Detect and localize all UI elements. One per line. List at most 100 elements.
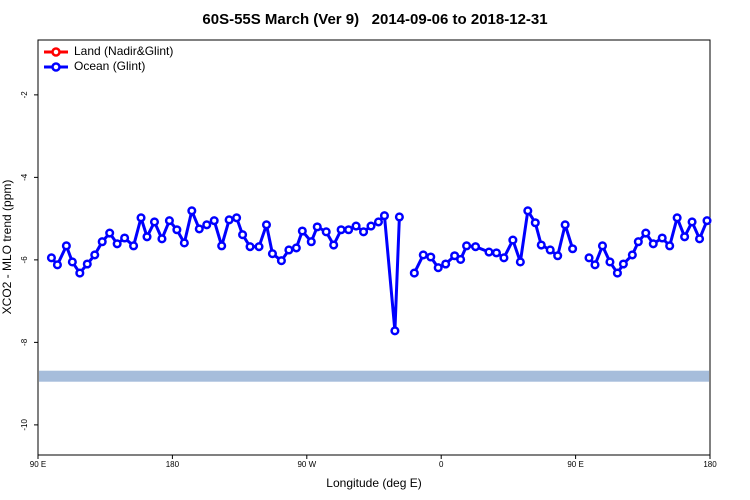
point (536, 240, 546, 250)
point (276, 256, 286, 266)
plot-frame (37, 39, 711, 456)
point (172, 225, 182, 235)
point (672, 213, 682, 223)
point (217, 241, 227, 251)
point (641, 228, 651, 238)
point (336, 225, 346, 235)
point (232, 213, 242, 223)
point (433, 263, 443, 273)
point (456, 254, 466, 265)
point (426, 252, 436, 262)
y-axis-label: XCO2 - MLO trend (ppm) (0, 180, 14, 315)
point (112, 239, 122, 249)
point (75, 268, 85, 278)
y-tick-label: -6 (20, 256, 29, 264)
legend-label: Land (Nadir&Glint) (74, 44, 173, 58)
point (657, 233, 667, 243)
point (306, 237, 316, 247)
reference-band (39, 370, 709, 382)
point (409, 268, 419, 278)
point (605, 257, 615, 267)
point (187, 206, 197, 216)
point (373, 217, 384, 227)
series-line (50, 209, 709, 333)
y-tick-label: -2 (20, 91, 29, 99)
point (321, 227, 331, 237)
point (694, 234, 705, 244)
point (329, 240, 339, 250)
y-tick-label: -10 (20, 419, 29, 431)
point (590, 260, 600, 270)
point (142, 232, 152, 242)
point (136, 213, 146, 223)
point (291, 243, 301, 253)
point (462, 241, 472, 251)
point (284, 245, 294, 255)
point (390, 326, 400, 336)
point (515, 257, 525, 267)
y-tick-label: -8 (20, 338, 29, 346)
point (553, 251, 563, 261)
point (297, 226, 307, 236)
point (209, 216, 219, 226)
x-tick-label: 90 W (297, 460, 316, 469)
point (224, 215, 234, 225)
point (680, 232, 690, 242)
point (530, 218, 540, 228)
point (648, 239, 658, 249)
point (441, 259, 451, 269)
point (508, 235, 518, 245)
point (450, 251, 460, 261)
point (194, 224, 204, 234)
point (97, 237, 107, 247)
legend-marker (51, 47, 61, 57)
point (484, 247, 494, 257)
point (499, 253, 509, 263)
point (379, 211, 390, 221)
point (344, 225, 354, 235)
point (351, 221, 361, 231)
point (105, 228, 115, 238)
point (238, 230, 248, 240)
point (67, 257, 77, 267)
point (261, 220, 272, 230)
point (358, 227, 369, 237)
x-tick-label: 90 E (567, 460, 583, 469)
legend-label: Ocean (Glint) (74, 59, 145, 73)
point (597, 241, 608, 251)
x-axis-label: Longitude (deg E) (326, 476, 421, 490)
point (90, 250, 100, 260)
point (245, 242, 255, 252)
point (687, 217, 697, 227)
point (491, 248, 502, 258)
x-tick-label: 180 (703, 460, 717, 469)
legend-marker (51, 62, 61, 72)
point (164, 216, 174, 226)
point (312, 222, 322, 232)
point (560, 220, 570, 230)
point (254, 242, 264, 252)
point (120, 233, 130, 243)
point (394, 212, 404, 222)
point (52, 260, 62, 270)
point (366, 221, 376, 231)
point (633, 237, 643, 247)
y-tick-label: -4 (20, 173, 29, 181)
point (665, 241, 675, 251)
point (523, 206, 533, 216)
point (702, 216, 712, 226)
x-tick-label: 180 (166, 460, 180, 469)
point (618, 259, 628, 269)
point (584, 253, 594, 263)
point (179, 238, 189, 248)
point (157, 234, 167, 244)
point (545, 245, 555, 255)
x-tick-label: 0 (439, 460, 444, 469)
x-tick-label: 90 E (30, 460, 46, 469)
point (267, 249, 278, 259)
point (568, 244, 578, 254)
point (202, 220, 212, 230)
point (46, 253, 56, 263)
point (149, 217, 160, 227)
